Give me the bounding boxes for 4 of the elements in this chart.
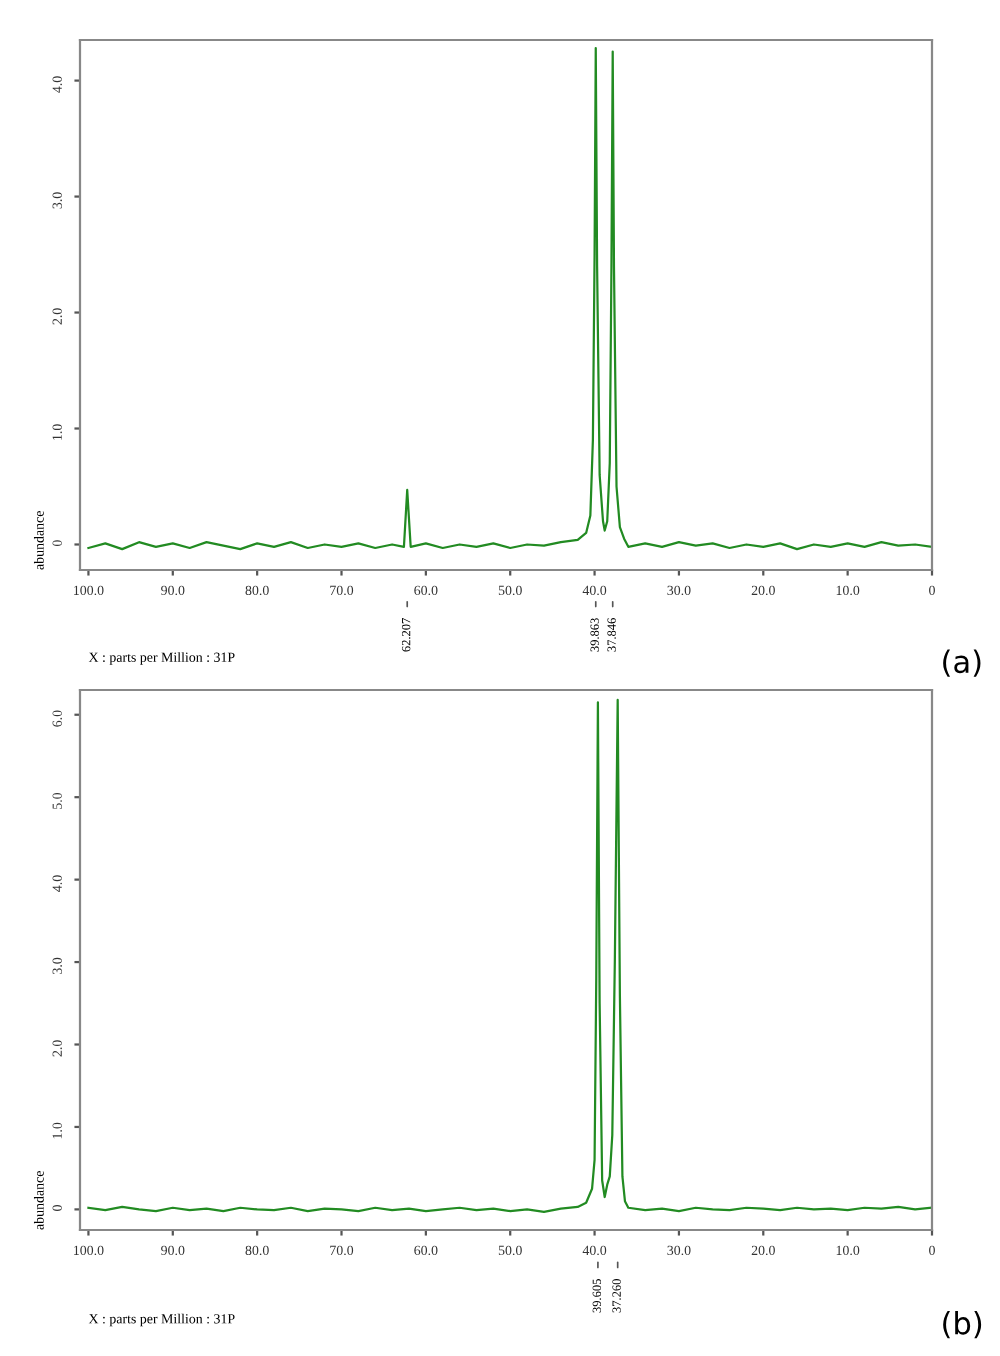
line-series xyxy=(87,47,932,551)
text: (b) xyxy=(943,1311,982,1339)
line-series xyxy=(87,698,932,1213)
text: (a) xyxy=(943,649,981,677)
